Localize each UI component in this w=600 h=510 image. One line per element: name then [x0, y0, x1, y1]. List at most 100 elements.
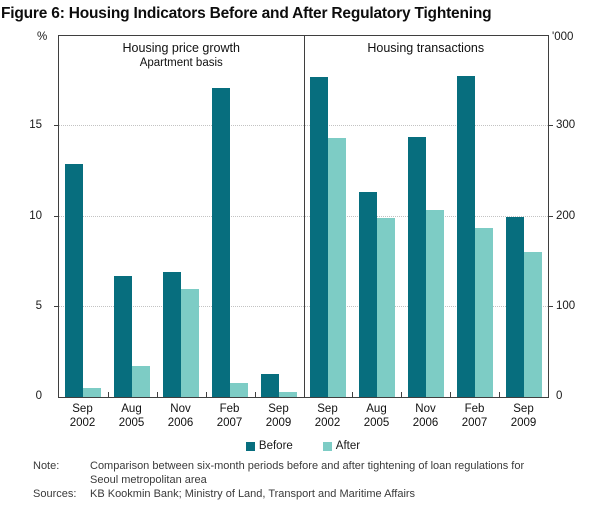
bar-before	[358, 192, 377, 397]
bar-after	[230, 382, 249, 397]
bar-after	[327, 137, 346, 397]
left-axis-tickmark	[54, 125, 58, 127]
x-label-month: Aug	[366, 403, 387, 415]
legend-item-after: After	[322, 440, 361, 452]
x-label-month: Nov	[415, 403, 436, 415]
x-label-year: 2002	[314, 417, 341, 429]
bar-group-feb-2007	[206, 36, 255, 397]
bar-group-aug-2005	[108, 36, 157, 397]
bar-group-aug-2005	[352, 36, 401, 397]
legend-label-after: After	[335, 440, 361, 452]
x-label-year: 2007	[216, 417, 243, 429]
bar-group-sep-2002	[59, 36, 108, 397]
x-label-year: 2002	[69, 417, 96, 429]
right-axis-tickmark	[549, 305, 553, 307]
bar-before	[163, 272, 182, 397]
x-category-label: Feb 2007	[205, 402, 254, 430]
sources-text: KB Kookmin Bank; Ministry of Land, Trans…	[90, 488, 416, 500]
x-label-month: Sep	[317, 403, 338, 415]
bar-group-sep-2009	[499, 36, 548, 397]
figure-title: Figure 6: Housing Indicators Before and …	[1, 5, 492, 22]
bar-after	[279, 391, 297, 397]
legend-swatch-after	[322, 441, 332, 451]
right-axis-tickmark	[549, 215, 553, 217]
x-axis-group-tick	[401, 392, 403, 397]
x-label-year: 2006	[412, 417, 439, 429]
bar-after	[474, 228, 493, 397]
x-label-year: 2005	[363, 417, 390, 429]
left-axis-unit-label: %	[37, 31, 48, 43]
x-axis-group-tick	[352, 392, 354, 397]
right-axis-tickmark	[549, 125, 553, 127]
x-label-year: 2009	[510, 417, 537, 429]
sources-label: Sources:	[33, 488, 77, 500]
right-axis-tick-300: 300	[556, 119, 576, 132]
bar-before	[309, 76, 328, 397]
right-axis-tick-100: 100	[556, 299, 576, 312]
x-category-label: Sep 2002	[303, 402, 352, 430]
x-category-label: Sep 2009	[499, 402, 548, 430]
x-category-label: Aug 2005	[352, 402, 401, 430]
x-label-year: 2005	[118, 417, 145, 429]
panel-title-transactions: Housing transactions	[304, 41, 549, 56]
notes-block: Note: Comparison between six-month perio…	[33, 460, 593, 503]
panel-divider-line	[303, 36, 305, 397]
note-text: Comparison between six-month periods bef…	[90, 460, 525, 486]
x-category-label: Aug 2005	[107, 402, 156, 430]
x-category-label: Sep 2002	[58, 402, 107, 430]
x-axis-group-tick	[450, 392, 452, 397]
left-axis-tick-15: 15	[29, 119, 42, 132]
bar-before	[114, 276, 133, 397]
legend: Before After	[58, 440, 548, 452]
bar-after	[132, 366, 151, 397]
x-label-month: Feb	[219, 403, 240, 415]
panel-title-text: Housing transactions	[367, 41, 485, 55]
bar-after	[425, 210, 444, 397]
x-label-year: 2006	[167, 417, 194, 429]
bar-group-nov-2006	[157, 36, 206, 397]
x-axis-category-labels: Sep 2002 Aug 2005 Nov 2006 Feb 2007 Sep 2009 Sep 20…	[58, 402, 548, 430]
bar-group-sep-2002	[304, 36, 353, 397]
right-axis-tick-labels: 0 100 200 300	[550, 35, 598, 402]
x-axis-group-tick	[156, 392, 158, 397]
bars-price-growth	[59, 36, 304, 397]
x-axis-group-tick	[107, 392, 109, 397]
bar-after	[376, 218, 395, 397]
x-label-month: Aug	[121, 403, 142, 415]
x-axis-group-tick	[254, 392, 256, 397]
bar-before	[261, 373, 279, 397]
left-axis-tick-5: 5	[35, 299, 42, 312]
left-axis-tick-10: 10	[29, 209, 42, 222]
x-label-year: 2009	[265, 417, 292, 429]
left-axis-tick-0: 0	[35, 390, 42, 402]
left-axis-tick-labels: 0 5 10 15	[0, 35, 52, 402]
right-axis-tick-200: 200	[556, 209, 576, 222]
x-category-label: Nov 2006	[156, 402, 205, 430]
bar-group-feb-2007	[450, 36, 499, 397]
right-axis-unit-label: '000	[552, 31, 574, 43]
note-row: Note: Comparison between six-month perio…	[33, 460, 593, 487]
x-label-year: 2007	[461, 417, 488, 429]
x-label-month: Sep	[72, 403, 93, 415]
x-axis-group-tick	[499, 392, 501, 397]
legend-swatch-before	[245, 441, 255, 451]
right-axis-tick-0: 0	[556, 390, 563, 402]
note-label: Note:	[33, 460, 60, 472]
bars-transactions	[304, 36, 549, 397]
bar-group-nov-2006	[401, 36, 450, 397]
x-label-month: Sep	[268, 403, 289, 415]
sources-row: Sources: KB Kookmin Bank; Ministry of La…	[33, 488, 593, 502]
x-label-month: Sep	[513, 403, 534, 415]
bar-before	[212, 88, 231, 397]
bar-before	[65, 164, 84, 397]
x-category-label: Feb 2007	[450, 402, 499, 430]
panel-housing-price-growth: Housing price growth Apartment basis	[59, 36, 304, 397]
left-axis-tickmark	[54, 215, 58, 217]
left-axis-tickmark	[54, 305, 58, 307]
x-category-label: Sep 2009	[254, 402, 303, 430]
bar-after	[181, 288, 200, 397]
x-labels-panel: Sep 2002 Aug 2005 Nov 2006 Feb 2007 Sep 2009	[58, 402, 303, 430]
panel-title-text: Housing price growth	[122, 41, 240, 55]
legend-label-before: Before	[258, 440, 293, 452]
x-labels-panel: Sep 2002 Aug 2005 Nov 2006 Feb 2007 Sep 2009	[303, 402, 548, 430]
